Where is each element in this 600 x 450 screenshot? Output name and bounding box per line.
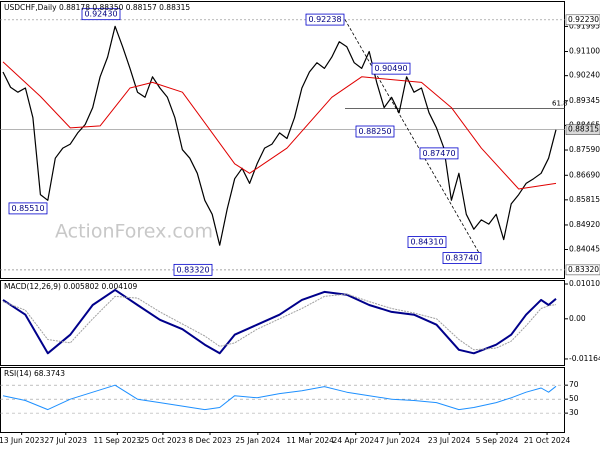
annotation-label: 0.83320 bbox=[176, 265, 209, 274]
annotation-label: 0.90490 bbox=[374, 64, 407, 73]
price-marker bbox=[565, 124, 600, 135]
y-tick-label: 0.89345 bbox=[569, 96, 600, 105]
annotation-box bbox=[81, 8, 121, 21]
series-line bbox=[2, 61, 557, 190]
panel-frame bbox=[0, 367, 565, 433]
x-tick-label: 11 Sep 2023 bbox=[94, 436, 142, 445]
x-tick-label: 25 Oct 2023 bbox=[140, 436, 187, 445]
y-tick-label: 30 bbox=[569, 408, 579, 417]
x-tick-label: 5 Sep 2024 bbox=[476, 436, 519, 445]
x-tick-label: 13 Jun 2023 bbox=[0, 436, 44, 445]
annotation-box bbox=[407, 236, 447, 248]
panel-title: RSI(14) 68.3743 bbox=[4, 369, 65, 378]
y-tick-label: 0.87590 bbox=[569, 145, 600, 154]
annotation-box bbox=[419, 147, 459, 160]
y-tick-label: 0.91100 bbox=[569, 47, 600, 56]
price-marker bbox=[565, 264, 600, 276]
series-line bbox=[2, 288, 557, 355]
price-marker bbox=[565, 14, 600, 26]
trend-line bbox=[344, 19, 483, 259]
annotation-label: 0.92238 bbox=[308, 15, 341, 24]
series-line bbox=[2, 25, 557, 246]
annotation-label: 0.92430 bbox=[84, 10, 117, 19]
y-tick-label: -0.011645 bbox=[569, 354, 600, 363]
x-tick-label: 25 Jan 2024 bbox=[235, 436, 280, 445]
price-marker-label: 0.83320 bbox=[568, 265, 599, 274]
annotation-box bbox=[442, 252, 482, 264]
panel-frame bbox=[0, 280, 565, 366]
x-tick-label: 23 Jul 2024 bbox=[428, 436, 471, 445]
annotation-box bbox=[173, 263, 213, 276]
y-tick-label: 0.90240 bbox=[569, 71, 600, 80]
annotation-label: 0.85510 bbox=[11, 204, 44, 213]
series-line bbox=[2, 384, 557, 411]
price-marker-label: 0.88315 bbox=[568, 125, 599, 134]
y-tick-label: 0.84920 bbox=[569, 220, 600, 229]
annotation-label: 0.87470 bbox=[422, 149, 455, 158]
watermark: ActionForex.com bbox=[55, 221, 213, 243]
annotation-label: 0.84310 bbox=[410, 238, 443, 247]
x-tick-label: 24 Apr 2024 bbox=[333, 436, 380, 445]
x-tick-label: 27 Jul 2023 bbox=[45, 436, 88, 445]
panel-title: MACD(12,26,9) 0.005802 0.004109 bbox=[4, 282, 138, 291]
y-tick-label: 0.00 bbox=[569, 314, 586, 323]
x-tick-label: 8 Dec 2023 bbox=[188, 436, 231, 445]
annotation-label: 0.83740 bbox=[445, 254, 478, 263]
y-tick-label: 70 bbox=[569, 380, 579, 389]
annotation-box bbox=[305, 13, 345, 26]
series-line bbox=[2, 293, 557, 351]
annotation-box bbox=[371, 62, 411, 75]
annotation-label: 0.88250 bbox=[358, 127, 391, 136]
annotation-box bbox=[355, 125, 395, 138]
x-tick-label: 21 Oct 2024 bbox=[524, 436, 571, 445]
annotation-box bbox=[8, 202, 48, 215]
price-marker-label: 0.92230 bbox=[568, 15, 599, 24]
x-tick-label: 11 Mar 2024 bbox=[286, 436, 334, 445]
y-tick-label: 0.91995 bbox=[569, 21, 600, 30]
y-tick-label: 50 bbox=[569, 394, 579, 403]
y-tick-label: 0.86690 bbox=[569, 170, 600, 179]
y-tick-label: 0.85815 bbox=[569, 195, 600, 204]
y-tick-label: 0.010101 bbox=[569, 279, 600, 288]
y-tick-label: 0.84045 bbox=[569, 245, 600, 254]
panel-title: USDCHF,Daily 0.88178 0.88350 0.88157 0.8… bbox=[4, 3, 190, 12]
fib-label: 61.8 bbox=[552, 99, 568, 107]
panel-frame bbox=[0, 1, 565, 279]
x-tick-label: 7 Jun 2024 bbox=[380, 436, 421, 445]
